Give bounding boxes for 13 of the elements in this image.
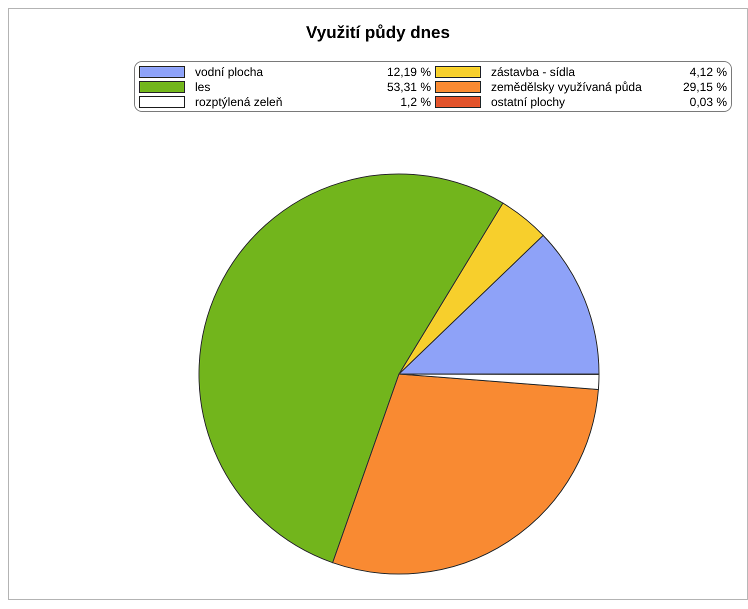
- legend-label: zemědělsky využívaná půda: [491, 80, 643, 94]
- data-label: 0,03 %: [690, 94, 727, 108]
- data-label: 29,15 %: [682, 80, 727, 94]
- data-label: 4,12 %: [690, 64, 727, 78]
- legend-label: ostatní plochy: [491, 94, 566, 108]
- legend-label: rozptýlená zeleň: [195, 94, 284, 108]
- chart-title: Využití půdy dnes: [305, 23, 451, 43]
- legend-label: les: [195, 80, 212, 94]
- legend-label: vodní plocha: [195, 64, 264, 78]
- legend-label: zástavba - sídla: [491, 64, 576, 78]
- data-label: 53,31 %: [386, 80, 431, 94]
- data-label: 1,2 %: [400, 94, 431, 108]
- data-label: 12,19 %: [386, 64, 431, 78]
